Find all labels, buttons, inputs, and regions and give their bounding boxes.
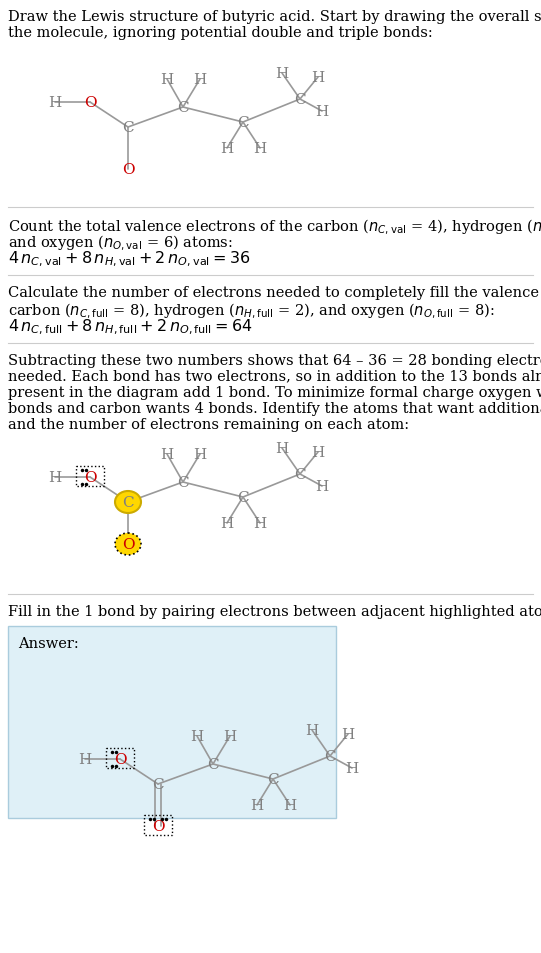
Text: C: C — [177, 476, 189, 490]
Text: C: C — [177, 101, 189, 115]
Text: Answer:: Answer: — [18, 637, 79, 650]
Text: C: C — [294, 468, 306, 481]
Text: O: O — [84, 96, 96, 110]
Text: H: H — [315, 105, 328, 119]
Bar — [144, 815, 172, 835]
Text: H: H — [193, 448, 207, 461]
Text: C: C — [122, 121, 134, 135]
Text: H: H — [305, 723, 319, 738]
Ellipse shape — [115, 492, 141, 514]
Text: C: C — [294, 92, 306, 107]
Text: Subtracting these two numbers shows that 64 – 36 = 28 bonding electrons are: Subtracting these two numbers shows that… — [8, 354, 541, 368]
Text: O: O — [114, 752, 126, 766]
Text: C: C — [207, 758, 219, 771]
Text: H: H — [223, 729, 236, 743]
Text: C: C — [122, 496, 134, 510]
Text: H: H — [190, 729, 203, 743]
Text: H: H — [160, 73, 174, 87]
Text: H: H — [250, 799, 263, 812]
Bar — [76, 467, 104, 486]
Text: H: H — [345, 761, 359, 775]
Text: Count the total valence electrons of the carbon ($n_{C,\mathrm{val}}$ = 4), hydr: Count the total valence electrons of the… — [8, 218, 541, 237]
Text: Draw the Lewis structure of butyric acid. Start by drawing the overall structure: Draw the Lewis structure of butyric acid… — [8, 10, 541, 24]
Text: O: O — [122, 537, 134, 552]
Text: C: C — [324, 749, 336, 763]
Text: present in the diagram add 1 bond. To minimize formal charge oxygen wants 2: present in the diagram add 1 bond. To mi… — [8, 386, 541, 399]
Text: Fill in the 1 bond by pairing electrons between adjacent highlighted atoms:: Fill in the 1 bond by pairing electrons … — [8, 604, 541, 618]
Text: the molecule, ignoring potential double and triple bonds:: the molecule, ignoring potential double … — [8, 26, 433, 40]
Text: and the number of electrons remaining on each atom:: and the number of electrons remaining on… — [8, 417, 409, 432]
Text: H: H — [160, 448, 174, 461]
Text: H: H — [253, 517, 267, 531]
Text: H: H — [220, 142, 234, 156]
Text: and oxygen ($n_{O,\mathrm{val}}$ = 6) atoms:: and oxygen ($n_{O,\mathrm{val}}$ = 6) at… — [8, 233, 233, 253]
Text: bonds and carbon wants 4 bonds. Identify the atoms that want additional bonds: bonds and carbon wants 4 bonds. Identify… — [8, 401, 541, 416]
Text: H: H — [220, 517, 234, 531]
Text: H: H — [78, 752, 91, 766]
Text: C: C — [267, 772, 279, 786]
Text: O: O — [151, 820, 164, 833]
Text: needed. Each bond has two electrons, so in addition to the 13 bonds already: needed. Each bond has two electrons, so … — [8, 370, 541, 384]
Text: C: C — [152, 778, 164, 791]
Text: H: H — [193, 73, 207, 87]
Bar — [8, 626, 336, 818]
Text: O: O — [84, 471, 96, 484]
Text: $4\,n_{C,\mathrm{full}} + 8\,n_{H,\mathrm{full}} + 2\,n_{O,\mathrm{full}} = 64$: $4\,n_{C,\mathrm{full}} + 8\,n_{H,\mathr… — [8, 317, 253, 337]
Text: H: H — [312, 446, 325, 459]
Text: carbon ($n_{C,\mathrm{full}}$ = 8), hydrogen ($n_{H,\mathrm{full}}$ = 2), and ox: carbon ($n_{C,\mathrm{full}}$ = 8), hydr… — [8, 302, 494, 321]
Ellipse shape — [115, 534, 141, 556]
Text: H: H — [315, 479, 328, 494]
Text: $4\,n_{C,\mathrm{val}} + 8\,n_{H,\mathrm{val}} + 2\,n_{O,\mathrm{val}} = 36$: $4\,n_{C,\mathrm{val}} + 8\,n_{H,\mathrm… — [8, 250, 250, 269]
Text: H: H — [48, 471, 62, 484]
Bar — [106, 748, 134, 768]
Text: C: C — [237, 116, 249, 130]
Text: H: H — [275, 67, 289, 81]
Text: H: H — [312, 71, 325, 85]
Text: H: H — [283, 799, 296, 812]
Text: C: C — [237, 491, 249, 504]
Text: Calculate the number of electrons needed to completely fill the valence shells f: Calculate the number of electrons needed… — [8, 286, 541, 299]
Text: H: H — [48, 96, 62, 110]
Text: H: H — [341, 727, 354, 741]
Text: O: O — [122, 163, 134, 177]
Text: H: H — [253, 142, 267, 156]
Text: H: H — [275, 441, 289, 456]
